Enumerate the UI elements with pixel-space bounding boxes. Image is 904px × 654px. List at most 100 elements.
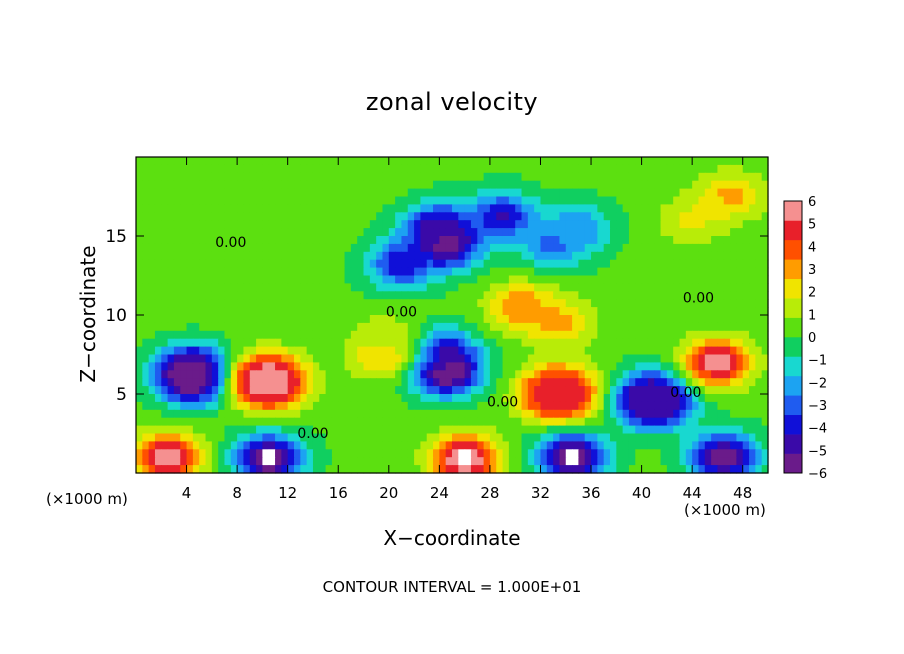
field-cell xyxy=(610,180,617,190)
field-cell xyxy=(711,236,719,245)
field-cell xyxy=(363,441,371,450)
field-cell xyxy=(540,354,548,363)
field-cell xyxy=(698,267,706,277)
field-cell xyxy=(628,180,636,190)
field-cell xyxy=(338,362,346,371)
field-cell xyxy=(249,409,257,419)
field-cell xyxy=(723,362,731,371)
field-cell xyxy=(704,354,712,363)
field-cell xyxy=(559,220,567,229)
field-cell xyxy=(591,283,598,292)
field-cell xyxy=(452,338,459,348)
field-cell xyxy=(685,394,693,403)
field-cell xyxy=(414,330,421,340)
field-cell xyxy=(192,291,200,300)
field-cell xyxy=(136,307,143,316)
field-cell xyxy=(723,204,731,213)
field-cell xyxy=(237,236,245,245)
field-cell xyxy=(692,338,700,348)
field-cell xyxy=(256,251,263,261)
field-cell xyxy=(679,204,687,213)
field-cell xyxy=(723,196,731,205)
field-cell xyxy=(407,346,415,356)
field-cell xyxy=(186,228,194,237)
field-cell xyxy=(641,188,649,198)
field-cell xyxy=(692,236,700,245)
field-cell xyxy=(376,425,384,435)
field-cell xyxy=(635,212,643,221)
field-cell xyxy=(376,401,384,411)
field-cell xyxy=(300,315,308,324)
field-cell xyxy=(717,457,725,466)
field-cell xyxy=(546,275,554,284)
field-cell xyxy=(205,417,213,427)
field-cell xyxy=(439,433,447,442)
field-cell xyxy=(382,362,390,371)
field-cell xyxy=(692,457,700,466)
field-cell xyxy=(685,457,693,466)
field-cell xyxy=(704,322,712,332)
field-cell xyxy=(369,243,377,253)
field-cell xyxy=(376,188,384,198)
field-cell xyxy=(572,354,579,363)
field-cell xyxy=(660,409,668,419)
field-cell xyxy=(154,291,162,300)
field-cell xyxy=(508,449,516,458)
field-cell xyxy=(312,212,320,221)
field-cell xyxy=(294,394,301,403)
field-cell xyxy=(205,259,213,269)
field-cell xyxy=(173,409,181,419)
field-cell xyxy=(376,220,384,229)
field-cell xyxy=(414,394,421,403)
contour-label: 0.00 xyxy=(670,385,701,401)
field-cell xyxy=(281,354,289,363)
field-cell xyxy=(401,283,409,292)
field-cell xyxy=(477,243,485,253)
field-cell xyxy=(452,251,459,261)
field-cell xyxy=(414,370,421,379)
field-cell xyxy=(730,251,737,261)
field-cell xyxy=(369,212,377,221)
field-cell xyxy=(433,188,440,198)
field-cell xyxy=(388,425,396,435)
field-cell xyxy=(287,164,295,174)
field-cell xyxy=(338,157,346,166)
field-cell xyxy=(616,291,624,300)
field-cell xyxy=(281,346,289,356)
field-cell xyxy=(496,188,504,198)
field-cell xyxy=(218,330,226,340)
field-cell xyxy=(237,457,245,466)
field-cell xyxy=(300,409,308,419)
field-cell xyxy=(382,465,390,474)
field-cell xyxy=(256,449,263,458)
field-cell xyxy=(679,212,687,221)
field-cell xyxy=(679,457,687,466)
field-cell xyxy=(344,172,352,182)
field-cell xyxy=(369,433,377,442)
field-cell xyxy=(268,275,276,284)
field-cell xyxy=(350,441,358,450)
field-cell xyxy=(287,386,295,395)
field-cell xyxy=(230,362,238,371)
field-cell xyxy=(237,425,245,435)
field-cell xyxy=(742,164,750,174)
field-cell xyxy=(666,299,674,308)
field-cell xyxy=(483,425,491,435)
field-cell xyxy=(338,275,346,284)
field-cell xyxy=(218,315,226,324)
field-cell xyxy=(388,188,396,198)
field-cell xyxy=(173,267,181,277)
colorbar-swatch xyxy=(784,298,802,318)
field-cell xyxy=(192,315,200,324)
field-cell xyxy=(319,338,327,348)
field-cell xyxy=(306,346,314,356)
field-cell xyxy=(205,433,213,442)
field-cell xyxy=(559,275,567,284)
field-cell xyxy=(654,196,662,205)
field-cell xyxy=(243,228,251,237)
field-cell xyxy=(338,433,346,442)
field-cell xyxy=(622,243,630,253)
field-cell xyxy=(704,370,712,379)
field-cell xyxy=(711,465,719,474)
field-cell xyxy=(584,409,592,419)
